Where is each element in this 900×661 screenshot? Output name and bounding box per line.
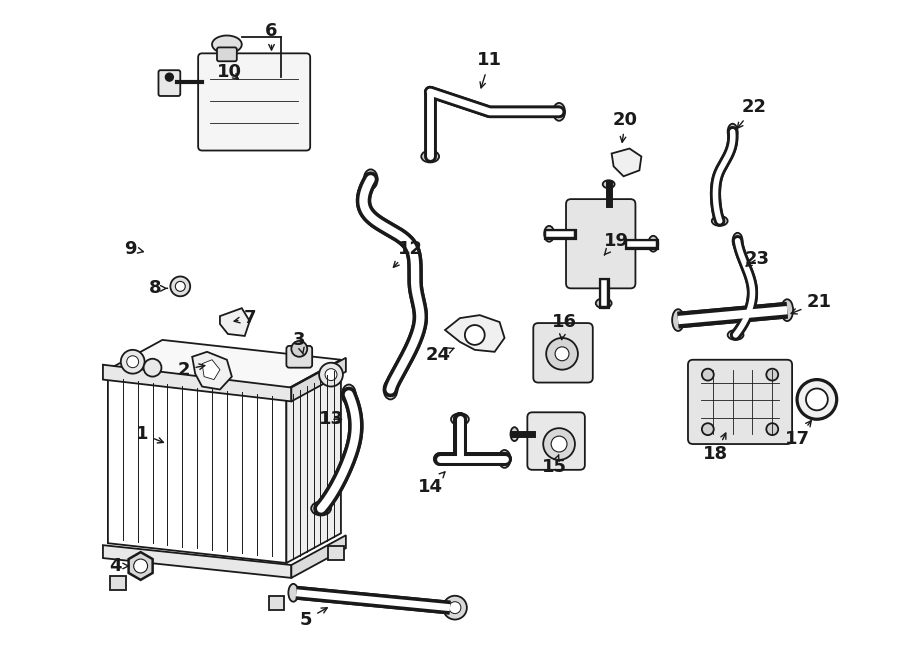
Ellipse shape: [544, 226, 554, 242]
Ellipse shape: [554, 103, 565, 121]
Circle shape: [766, 423, 778, 435]
Polygon shape: [129, 552, 153, 580]
Text: 16: 16: [552, 313, 577, 340]
FancyBboxPatch shape: [158, 70, 180, 96]
Ellipse shape: [727, 124, 738, 139]
Text: 13: 13: [319, 410, 344, 428]
Ellipse shape: [311, 502, 331, 516]
Text: 23: 23: [745, 250, 770, 268]
Circle shape: [797, 379, 837, 419]
Circle shape: [292, 341, 307, 357]
Text: 20: 20: [613, 111, 638, 142]
Polygon shape: [193, 352, 232, 389]
Ellipse shape: [451, 413, 469, 425]
Circle shape: [166, 73, 174, 81]
Polygon shape: [328, 546, 344, 560]
Polygon shape: [103, 365, 292, 401]
Polygon shape: [286, 360, 341, 563]
Polygon shape: [202, 360, 220, 379]
Circle shape: [555, 347, 569, 361]
Text: 7: 7: [234, 309, 256, 327]
Ellipse shape: [383, 379, 398, 399]
FancyBboxPatch shape: [198, 54, 310, 151]
Circle shape: [127, 356, 139, 368]
Circle shape: [702, 423, 714, 435]
Ellipse shape: [212, 36, 242, 54]
Ellipse shape: [648, 236, 658, 252]
Circle shape: [325, 369, 337, 381]
Polygon shape: [612, 149, 642, 176]
Text: 2: 2: [178, 361, 205, 379]
Ellipse shape: [672, 309, 684, 331]
Text: 15: 15: [542, 455, 567, 476]
Text: 3: 3: [293, 331, 305, 354]
Text: 1: 1: [137, 425, 164, 443]
FancyBboxPatch shape: [527, 412, 585, 470]
FancyBboxPatch shape: [688, 360, 792, 444]
Polygon shape: [110, 576, 126, 590]
Text: 11: 11: [477, 52, 502, 88]
Text: 22: 22: [737, 98, 767, 128]
Ellipse shape: [342, 385, 356, 405]
Ellipse shape: [364, 169, 378, 189]
Polygon shape: [292, 535, 346, 578]
Text: 14: 14: [418, 472, 445, 496]
Circle shape: [176, 282, 185, 292]
Polygon shape: [103, 545, 292, 578]
Text: 24: 24: [426, 346, 454, 364]
Circle shape: [551, 436, 567, 452]
Ellipse shape: [603, 180, 615, 188]
Ellipse shape: [510, 427, 518, 441]
Text: 8: 8: [149, 280, 167, 297]
Circle shape: [766, 369, 778, 381]
Circle shape: [134, 559, 148, 573]
Polygon shape: [292, 358, 346, 401]
FancyBboxPatch shape: [286, 346, 312, 368]
Text: 10: 10: [218, 63, 242, 81]
Text: 19: 19: [604, 232, 629, 255]
Text: 5: 5: [300, 607, 328, 629]
Ellipse shape: [421, 151, 439, 163]
Text: 17: 17: [785, 420, 811, 448]
Ellipse shape: [781, 299, 793, 321]
Circle shape: [144, 359, 161, 377]
Circle shape: [170, 276, 190, 296]
Circle shape: [702, 369, 714, 381]
Ellipse shape: [733, 233, 742, 249]
Circle shape: [449, 602, 461, 613]
Circle shape: [465, 325, 485, 345]
Ellipse shape: [727, 330, 743, 340]
Text: 21: 21: [791, 293, 832, 314]
Polygon shape: [268, 596, 284, 609]
Polygon shape: [108, 369, 286, 563]
Circle shape: [320, 363, 343, 387]
Circle shape: [546, 338, 578, 369]
Circle shape: [806, 389, 828, 410]
FancyBboxPatch shape: [534, 323, 593, 383]
Circle shape: [121, 350, 145, 373]
Ellipse shape: [712, 216, 727, 226]
FancyBboxPatch shape: [217, 48, 237, 61]
Text: 4: 4: [110, 557, 129, 575]
Polygon shape: [445, 315, 505, 352]
Text: 12: 12: [393, 240, 423, 267]
Text: 9: 9: [124, 240, 143, 258]
Polygon shape: [108, 340, 341, 389]
Polygon shape: [220, 308, 249, 336]
Text: 18: 18: [703, 433, 728, 463]
Ellipse shape: [499, 450, 510, 468]
Ellipse shape: [288, 584, 298, 602]
FancyBboxPatch shape: [566, 199, 635, 288]
Text: 6: 6: [266, 22, 278, 50]
Circle shape: [544, 428, 575, 460]
Circle shape: [443, 596, 467, 619]
Ellipse shape: [596, 298, 612, 308]
